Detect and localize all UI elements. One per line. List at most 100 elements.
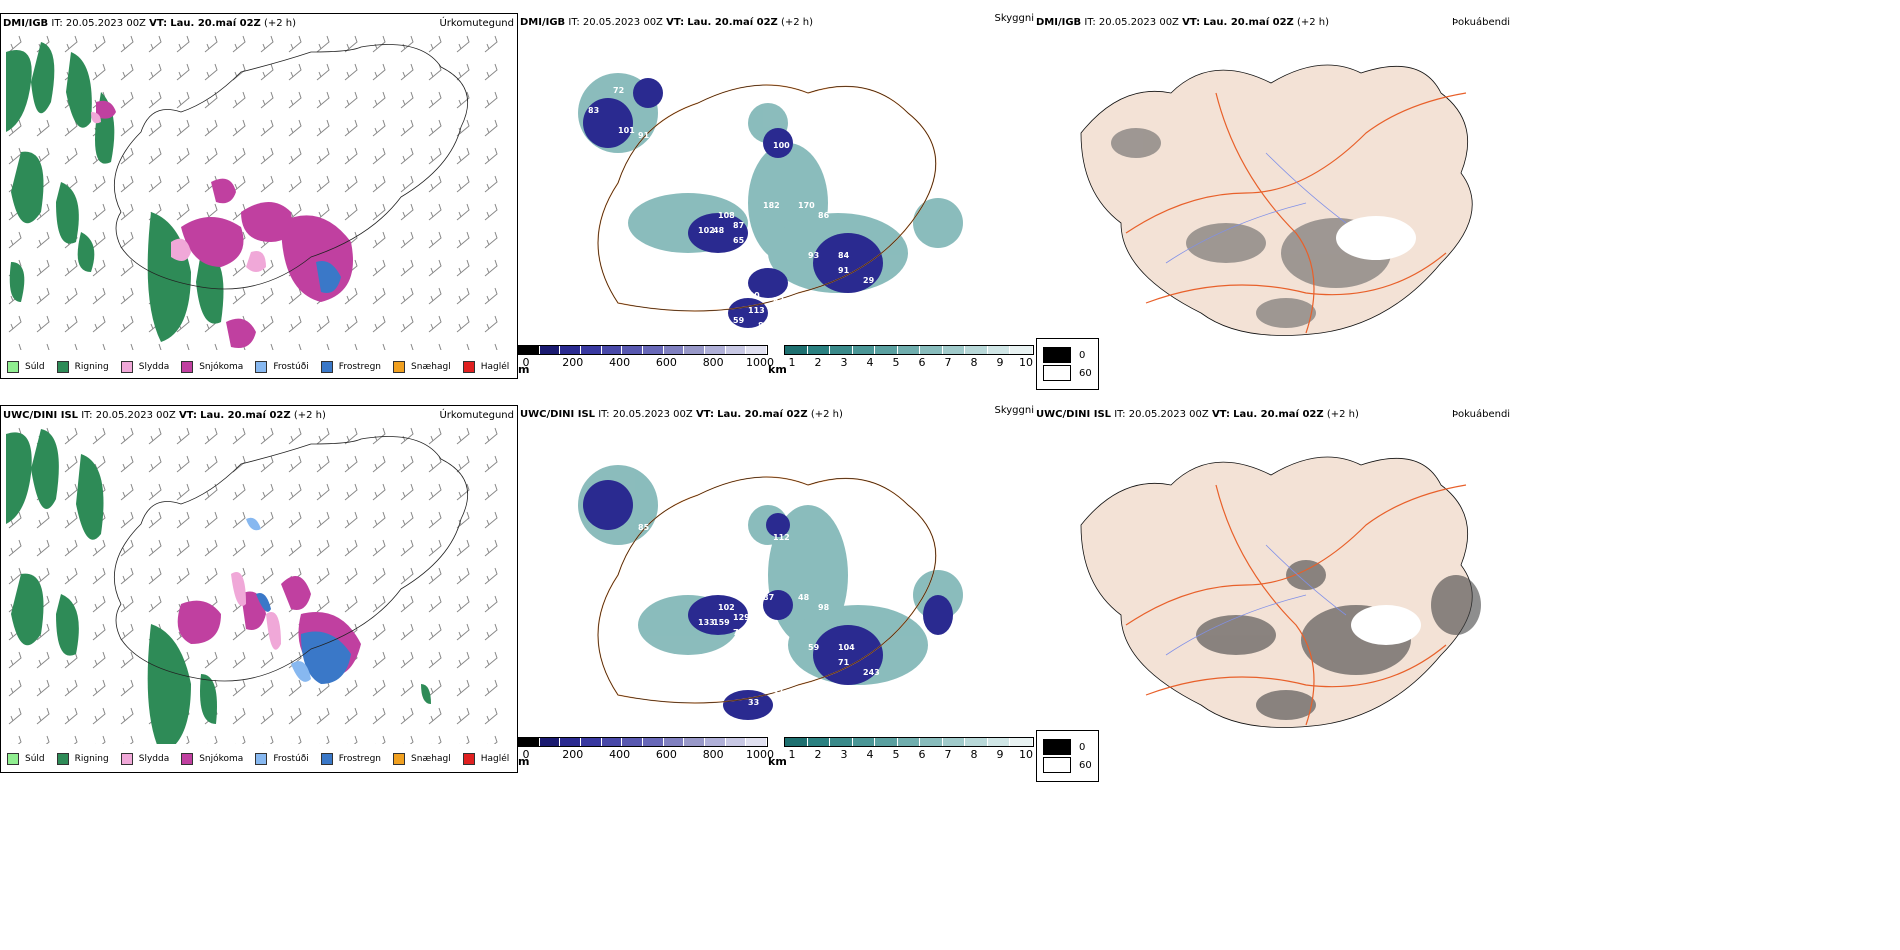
legend-item: Slydda bbox=[120, 361, 169, 373]
visibility-panel-bottom: UWC/DINI ISL IT: 20.05.2023 00Z VT: Lau.… bbox=[518, 405, 1036, 773]
init-time: 20.05.2023 00Z bbox=[1128, 409, 1209, 420]
ceiling-value-label: 159 bbox=[713, 618, 730, 627]
visibility-unit: km bbox=[768, 755, 787, 768]
colorbar-tick: 8 bbox=[970, 356, 978, 369]
legend-item: Snjókoma bbox=[181, 361, 243, 373]
colorbar-tick: 400 bbox=[609, 356, 631, 369]
ceiling-value-label: 59 bbox=[808, 643, 820, 652]
precip-title: Úrkomutegund bbox=[439, 18, 514, 29]
offset: (+2 h) bbox=[1326, 409, 1359, 420]
visibility-colorbar: 1 2 3 4 5 6 7 8 9 10 bbox=[784, 737, 1034, 761]
colorbar-tick: 6 bbox=[918, 356, 926, 369]
precip-title: Úrkomutegund bbox=[439, 410, 514, 421]
colorbar-tick: 1 bbox=[788, 748, 796, 761]
fog-map bbox=[1080, 64, 1473, 336]
offset: (+2 h) bbox=[810, 409, 843, 420]
offset: (+2 h) bbox=[780, 17, 814, 28]
precip-panel-top: DMI/IGB IT: 20.05.2023 00Z VT: Lau. 20.m… bbox=[0, 13, 518, 379]
iceland-outline bbox=[597, 476, 937, 704]
visibility-title: Skyggni bbox=[994, 405, 1034, 416]
ceiling-value-label: 29 bbox=[863, 276, 875, 285]
colorbar-tick: 600 bbox=[655, 748, 677, 761]
ceiling-value-label: 87 bbox=[733, 221, 744, 230]
ceiling-value-label: 98 bbox=[818, 603, 830, 612]
precip-legend: Súld Rigning Slydda Snjókoma Frostúði Fr… bbox=[7, 361, 521, 373]
sleet-areas bbox=[91, 112, 266, 272]
init-time: 20.05.2023 00Z bbox=[65, 18, 146, 29]
panel-header: UWC/DINI ISL IT: 20.05.2023 00Z VT: Lau.… bbox=[3, 410, 326, 422]
ceiling-value-label: 85 bbox=[638, 523, 650, 532]
legend-item: Snæhagl bbox=[393, 753, 451, 765]
init-time: 20.05.2023 00Z bbox=[1098, 17, 1179, 28]
ceiling-value-label: 84 bbox=[838, 251, 850, 260]
colorbar-tick: 1 bbox=[788, 356, 796, 369]
colorbar-tick: 2 bbox=[814, 356, 822, 369]
ceiling-value-label: 72 bbox=[613, 86, 624, 95]
legend-item: Snæhagl bbox=[393, 361, 451, 373]
model-name: DMI/IGB bbox=[3, 18, 49, 29]
panel-header: DMI/IGB IT: 20.05.2023 00Z VT: Lau. 20.m… bbox=[3, 18, 296, 30]
ceiling-value-label: 93 bbox=[808, 251, 819, 260]
valid-time: Lau. 20.maí 02Z bbox=[717, 409, 808, 420]
model-name: UWC/DINI ISL bbox=[3, 410, 79, 421]
ceiling-value-label: 71 bbox=[838, 658, 850, 667]
valid-label: VT: bbox=[178, 410, 197, 421]
legend-item: Frostúði bbox=[255, 753, 309, 765]
legend-item: Súld bbox=[7, 361, 45, 373]
init-label: IT: bbox=[81, 410, 93, 421]
legend-item: Slydda bbox=[120, 753, 169, 765]
init-time: 20.05.2023 00Z bbox=[582, 17, 663, 28]
init-label: IT: bbox=[1084, 17, 1096, 28]
precip-map bbox=[6, 427, 498, 744]
colorbar-tick: 200 bbox=[562, 748, 584, 761]
ceiling-value-label: 581 bbox=[743, 643, 760, 652]
fog-legend: 0 60 bbox=[1036, 338, 1099, 390]
init-label: IT: bbox=[568, 17, 580, 28]
colorbar-tick: 0 bbox=[522, 748, 530, 761]
model-name: UWC/DINI ISL bbox=[1036, 409, 1112, 420]
valid-time: Lau. 20.maí 02Z bbox=[1233, 409, 1324, 420]
offset: (+2 h) bbox=[293, 410, 326, 421]
freezing-rain-areas bbox=[316, 261, 341, 293]
ceiling-value-label: 87 bbox=[763, 593, 774, 602]
ceiling-colorbar: 0 200 400 600 800 1000 bbox=[518, 345, 774, 369]
ceiling-value-label: 85 bbox=[758, 321, 770, 330]
colorbar-tick: 1000 bbox=[746, 748, 774, 761]
iceland-outline bbox=[114, 44, 469, 290]
model-name: DMI/IGB bbox=[520, 17, 566, 28]
colorbar-tick: 8 bbox=[970, 748, 978, 761]
panel-header: DMI/IGB IT: 20.05.2023 00Z VT: Lau. 20.m… bbox=[520, 17, 813, 29]
ceiling-value-label: 110 bbox=[743, 291, 760, 300]
ceiling-value-label: 100 bbox=[773, 141, 790, 150]
valid-label: VT: bbox=[666, 17, 685, 28]
ceiling-value-label: 82 bbox=[773, 296, 784, 305]
fog-legend: 0 60 bbox=[1036, 730, 1099, 782]
valid-time: Lau. 20.maí 02Z bbox=[687, 17, 778, 28]
model-name: UWC/DINI ISL bbox=[520, 409, 596, 420]
ceiling-value-label: 72 bbox=[733, 628, 744, 637]
fog-panel-bottom: UWC/DINI ISL IT: 20.05.2023 00Z VT: Lau.… bbox=[1036, 405, 1900, 782]
ceiling-value-label: 31 bbox=[773, 688, 785, 697]
ceiling-value-label: 113 bbox=[743, 251, 760, 260]
panel-header: UWC/DINI ISL IT: 20.05.2023 00Z VT: Lau.… bbox=[520, 409, 843, 421]
valid-label: VT: bbox=[695, 409, 714, 420]
precip-panel-bottom: UWC/DINI ISL IT: 20.05.2023 00Z VT: Lau.… bbox=[0, 405, 518, 773]
legend-item: Rigning bbox=[56, 753, 109, 765]
precip-map bbox=[6, 35, 498, 350]
colorbar-tick: 3 bbox=[840, 356, 848, 369]
valid-label: VT: bbox=[1182, 17, 1201, 28]
ceiling-value-label: 91 bbox=[638, 131, 650, 140]
ceiling-value-label: 129 bbox=[733, 613, 750, 622]
fog-legend-item: 60 bbox=[1043, 757, 1092, 773]
legend-item: Frostregn bbox=[320, 753, 381, 765]
colorbar-tick: 3 bbox=[840, 748, 848, 761]
fog-legend-item: 60 bbox=[1043, 365, 1092, 381]
valid-time: Lau. 20.maí 02Z bbox=[200, 410, 291, 421]
panel-header: UWC/DINI ISL IT: 20.05.2023 00Z VT: Lau.… bbox=[1036, 409, 1359, 421]
ceiling-value-label: 59 bbox=[733, 316, 745, 325]
ceiling-value-label: 91 bbox=[838, 266, 850, 275]
colorbar-tick: 5 bbox=[892, 748, 900, 761]
ceiling-unit: m bbox=[518, 363, 530, 376]
valid-label: VT: bbox=[1211, 409, 1230, 420]
